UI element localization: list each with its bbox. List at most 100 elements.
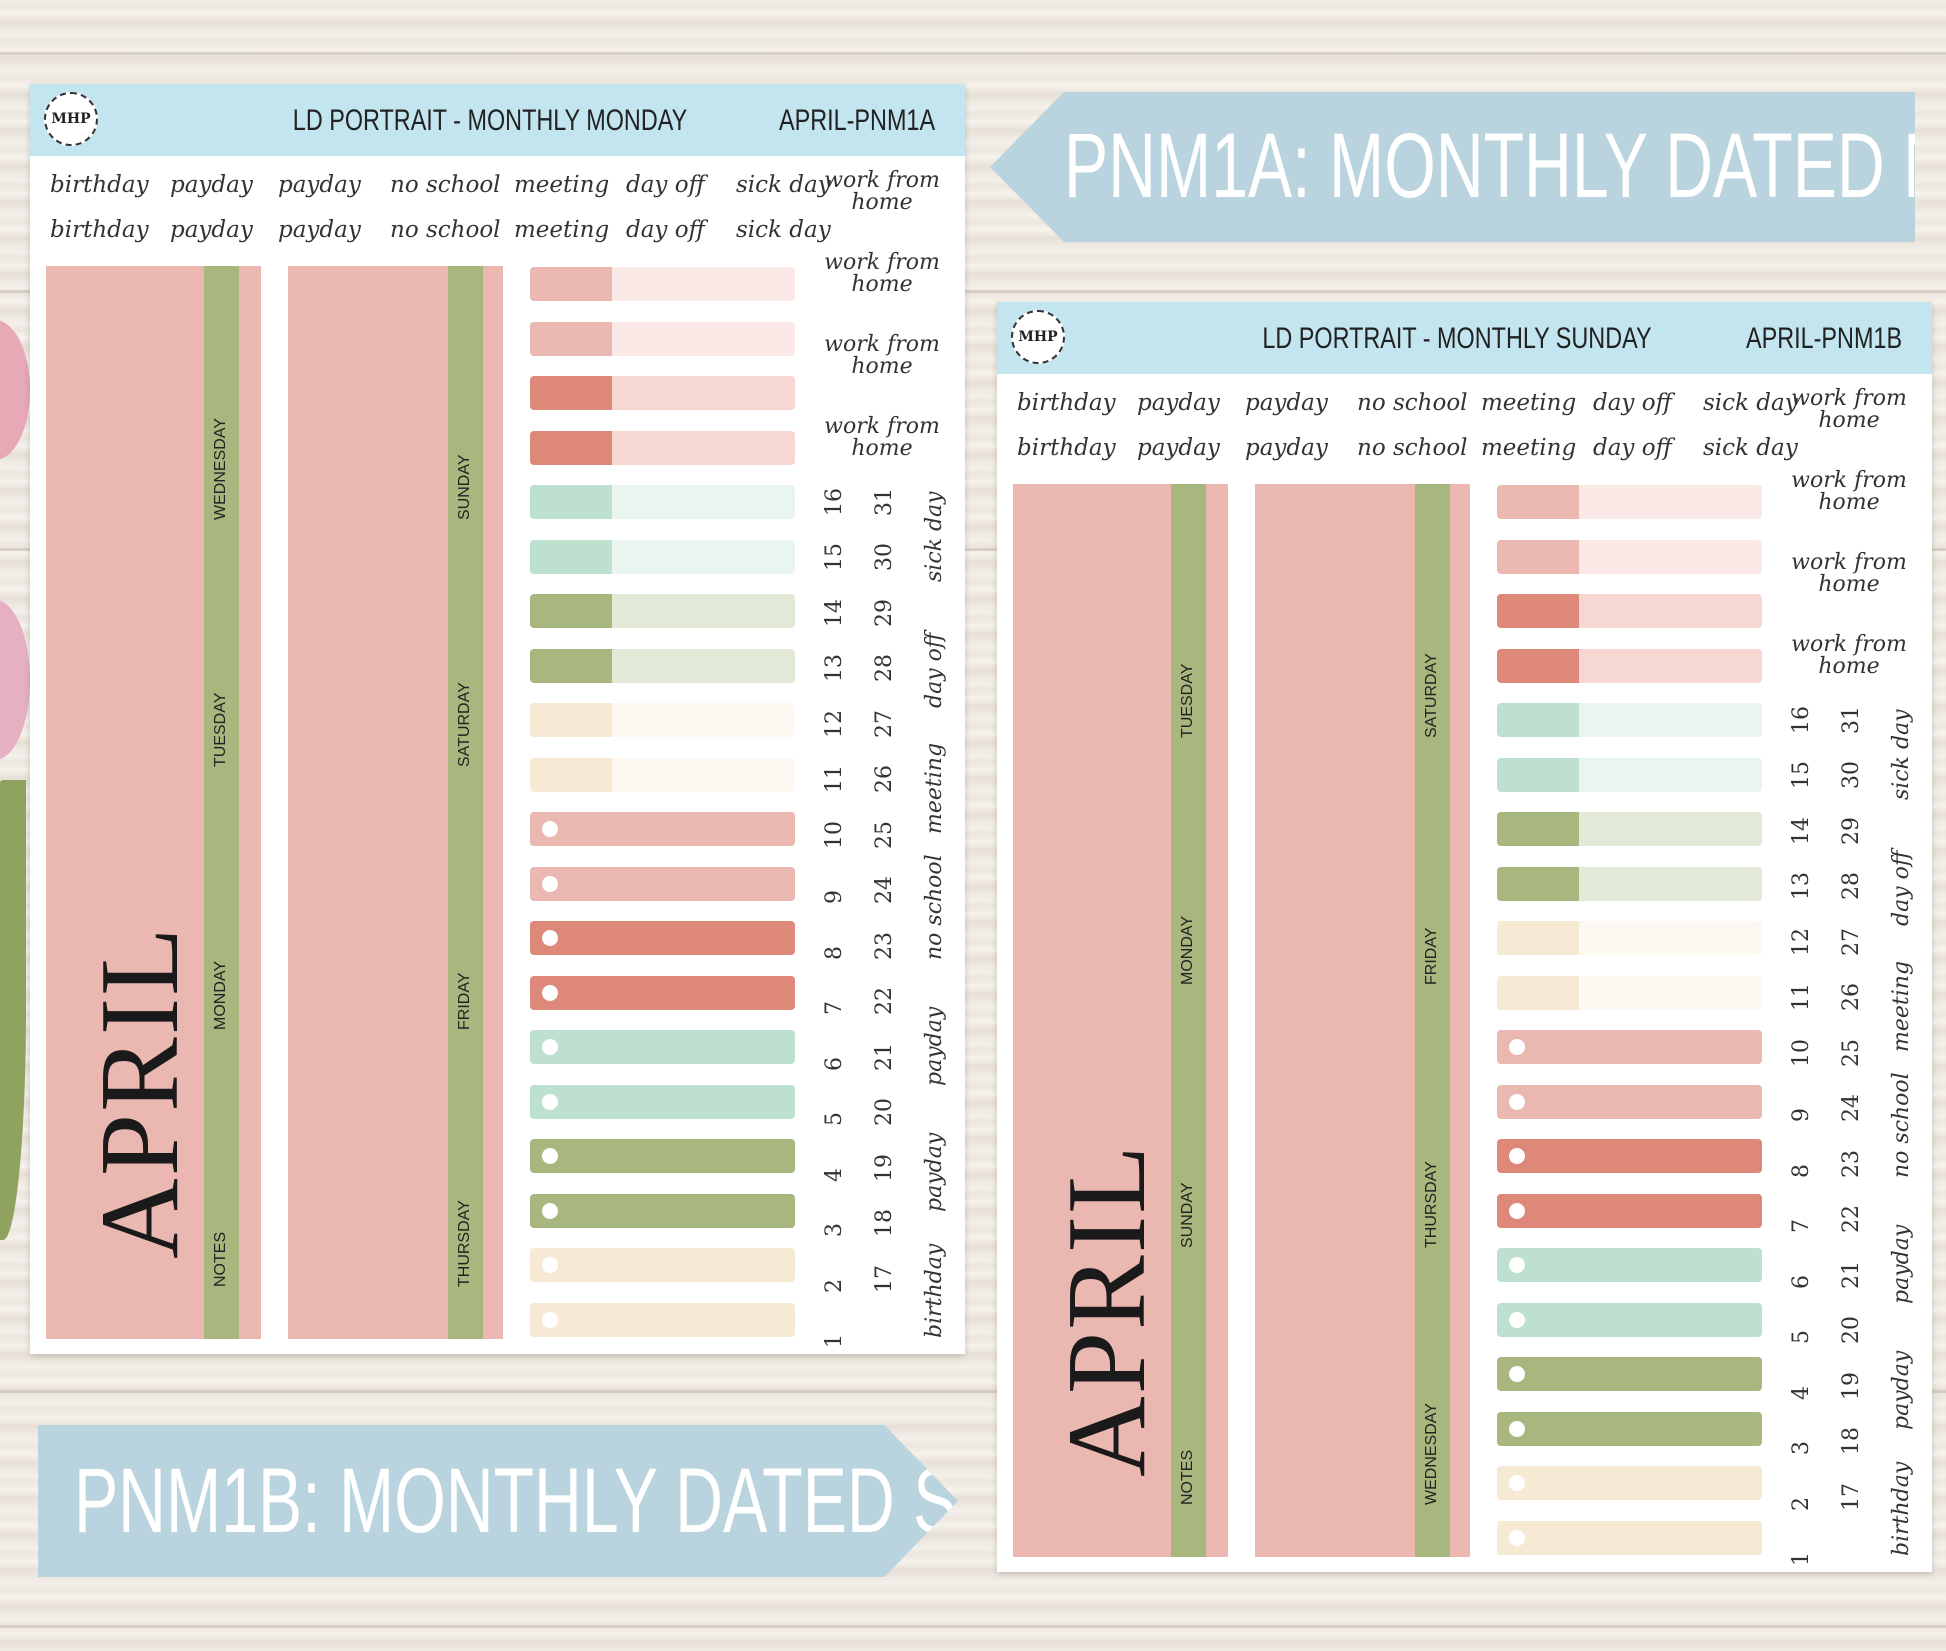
sticker-left-block (1497, 539, 1579, 574)
dot-marker (542, 1093, 558, 1110)
date-number: 6 (822, 1056, 847, 1071)
date-number: 5 (1789, 1330, 1814, 1345)
vertical-sticker-word: payday (922, 1006, 947, 1087)
sticker-left-block (1497, 812, 1579, 846)
date-number: 20 (872, 1098, 897, 1127)
date-number: 3 (1789, 1441, 1814, 1456)
banner-pnm1a-label: PNM1A: MONTHLY DATED MONDAY (1064, 115, 1915, 217)
sticker-word: payday (278, 172, 361, 198)
dot-marker (542, 930, 558, 946)
dot-marker (542, 821, 558, 837)
date-number: 15 (1789, 761, 1814, 790)
sticker-word: payday (1245, 390, 1328, 416)
date-number: 31 (1839, 706, 1864, 734)
split-color-sticker (530, 376, 795, 410)
day-strip (1415, 484, 1450, 1557)
dot-marker (542, 875, 558, 892)
day-label: THURSDAY (1423, 1160, 1440, 1248)
dot-sticker (530, 1248, 795, 1282)
dot-sticker (1497, 1193, 1762, 1228)
sheet-header: MHP LD PORTRAIT - MONTHLY SUNDAY APRIL-PNM… (997, 302, 1932, 374)
sticker-right-block (1579, 975, 1762, 1010)
wfh-line-1: work from (824, 332, 940, 357)
split-color-sticker (530, 267, 795, 301)
wfh-line-1: work from (824, 414, 940, 439)
date-number: 1 (1789, 1552, 1814, 1566)
date-number: 10 (822, 820, 847, 849)
plank-seam (0, 548, 1946, 551)
sticker-word: payday (170, 172, 253, 198)
sticker-right-block (612, 594, 795, 628)
day-label: NOTES (212, 1231, 229, 1288)
sticker-word: meeting (1481, 390, 1577, 416)
date-number: 2 (822, 1278, 847, 1293)
vertical-sticker-word: payday (922, 1133, 947, 1213)
date-number: 29 (1839, 816, 1864, 845)
date-number: 21 (1839, 1260, 1864, 1289)
wfh-line-1: work from (1791, 468, 1907, 493)
sticker-right-block (612, 485, 795, 519)
dot-marker (1509, 1148, 1525, 1164)
split-color-sticker (530, 485, 795, 519)
sticker-right-block (1579, 539, 1762, 574)
dot-sticker (1497, 1248, 1762, 1282)
dot-sticker (530, 866, 795, 901)
date-number: 2 (1789, 1496, 1814, 1511)
date-number: 24 (872, 876, 897, 905)
day-strip (1171, 484, 1206, 1557)
work-from-home-sticker: work from home (822, 416, 942, 460)
date-number: 7 (1789, 1219, 1814, 1234)
banner-pnm1b-label: PNM1B: MONTHLY DATED SUNDAY (74, 1450, 958, 1552)
mhp-logo: MHP (1011, 310, 1065, 364)
sticker-left-block (1497, 485, 1579, 519)
day-label: SATURDAY (456, 681, 473, 767)
sticker-right-block (1579, 921, 1762, 955)
sticker-left-block (1497, 921, 1579, 955)
sticker-right-block (612, 267, 795, 301)
split-color-sticker (1497, 648, 1762, 683)
dot-sticker (530, 1193, 795, 1228)
dot-marker (542, 984, 558, 1001)
dot-sticker (1497, 1084, 1762, 1119)
date-number: 9 (1789, 1108, 1814, 1123)
wfh-line-1: work from (1791, 386, 1907, 411)
dot-marker (1509, 1257, 1525, 1273)
wfh-line-2: home (1818, 572, 1880, 597)
date-number: 23 (1839, 1149, 1864, 1178)
wfh-line-1: work from (1791, 550, 1907, 575)
sticker-left-block (530, 267, 612, 301)
dot-marker (1509, 1311, 1525, 1328)
day-strip (448, 266, 483, 1339)
split-color-sticker (1497, 812, 1762, 846)
date-number: 8 (822, 945, 847, 960)
split-color-sticker (530, 703, 795, 737)
vertical-sticker-word: payday (1889, 1351, 1914, 1431)
sticker-word: no school (390, 172, 501, 198)
dot-marker (542, 1311, 558, 1328)
vertical-sticker-word: no school (922, 854, 947, 961)
planner-sheet-monday: MHP LD PORTRAIT - MONTHLY MONDAY APRIL-PNM… (30, 84, 965, 1354)
vertical-sticker-word: no school (1889, 1072, 1914, 1179)
date-number: 27 (1839, 927, 1864, 956)
vertical-sticker-word: meeting (1889, 961, 1914, 1053)
date-number: 15 (822, 543, 847, 572)
dot-sticker (1497, 1466, 1762, 1500)
wfh-line-2: home (1818, 490, 1880, 515)
date-number: 17 (1839, 1482, 1864, 1511)
dot-sticker (530, 1084, 795, 1119)
vertical-sticker-word: day off (922, 632, 947, 709)
sticker-word: day off (626, 172, 705, 198)
date-number: 9 (822, 890, 847, 905)
sticker-left-block (1497, 975, 1579, 1010)
sticker-left-block (1497, 703, 1579, 737)
vertical-sticker-word: birthday (922, 1244, 947, 1339)
leaf-decoration (0, 780, 26, 1240)
month-label: APRIL (1045, 1143, 1169, 1477)
date-number: 18 (872, 1209, 897, 1238)
dot-marker (542, 1039, 558, 1055)
date-number: 25 (1839, 1038, 1864, 1067)
date-number: 29 (872, 598, 897, 627)
split-color-sticker (1497, 757, 1762, 792)
dot-sticker (1497, 1520, 1762, 1555)
date-number: 22 (1839, 1205, 1864, 1234)
